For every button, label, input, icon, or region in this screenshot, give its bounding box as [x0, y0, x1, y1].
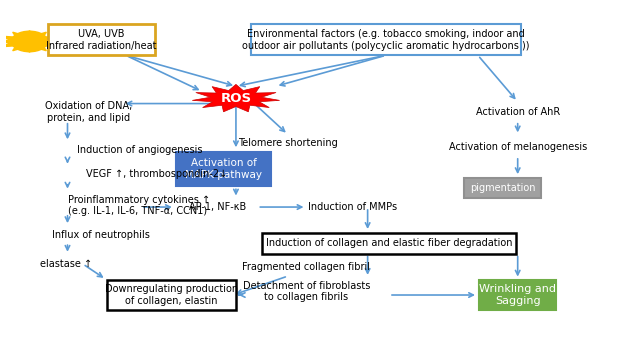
- Text: Activation of melanogenesis: Activation of melanogenesis: [449, 142, 587, 152]
- Text: Proinflammatory cytokines ↑
(e.g. IL-1, IL-6, TNF-α, CCN1): Proinflammatory cytokines ↑ (e.g. IL-1, …: [68, 195, 209, 216]
- Text: ROS: ROS: [221, 92, 251, 105]
- Text: Oxidation of DNA,
protein, and lipid: Oxidation of DNA, protein, and lipid: [46, 101, 132, 123]
- FancyBboxPatch shape: [479, 280, 556, 310]
- Polygon shape: [0, 31, 63, 52]
- Text: Wrinkling and
Sagging: Wrinkling and Sagging: [479, 284, 556, 306]
- Text: UVA, UVB
Infrared radiation/heat: UVA, UVB Infrared radiation/heat: [46, 29, 156, 51]
- Text: Fragmented collagen fibril: Fragmented collagen fibril: [242, 262, 371, 272]
- Text: Activation of AhR: Activation of AhR: [476, 107, 560, 117]
- Text: Telomere shortening: Telomere shortening: [238, 138, 338, 148]
- FancyBboxPatch shape: [262, 233, 516, 254]
- Text: Downregulating production
of collagen, elastin: Downregulating production of collagen, e…: [105, 284, 238, 306]
- Text: Induction of MMPs: Induction of MMPs: [308, 202, 397, 212]
- Text: pigmentation: pigmentation: [469, 183, 535, 193]
- Text: Activation of
MAPK pathway: Activation of MAPK pathway: [185, 158, 262, 180]
- Text: elastase ↑: elastase ↑: [40, 259, 92, 269]
- FancyBboxPatch shape: [176, 152, 271, 186]
- Text: Induction of angiogenesis: Induction of angiogenesis: [77, 145, 202, 155]
- Text: Environmental factors (e.g. tobacco smoking, indoor and
outdoor air pollutants (: Environmental factors (e.g. tobacco smok…: [242, 29, 530, 51]
- Text: Influx of neutrophils: Influx of neutrophils: [52, 230, 150, 240]
- Text: Induction of collagen and elastic fiber degradation: Induction of collagen and elastic fiber …: [266, 238, 512, 248]
- FancyBboxPatch shape: [48, 24, 155, 55]
- Polygon shape: [192, 84, 279, 112]
- Text: AP-1, NF-κB: AP-1, NF-κB: [189, 202, 246, 212]
- Circle shape: [11, 31, 48, 52]
- Text: Detachment of fibroblasts
to collagen fibrils: Detachment of fibroblasts to collagen fi…: [242, 281, 370, 302]
- FancyBboxPatch shape: [251, 24, 521, 55]
- FancyBboxPatch shape: [464, 178, 541, 198]
- Text: VEGF ↑, thrombospondin-2↓: VEGF ↑, thrombospondin-2↓: [86, 169, 227, 179]
- FancyBboxPatch shape: [107, 280, 236, 310]
